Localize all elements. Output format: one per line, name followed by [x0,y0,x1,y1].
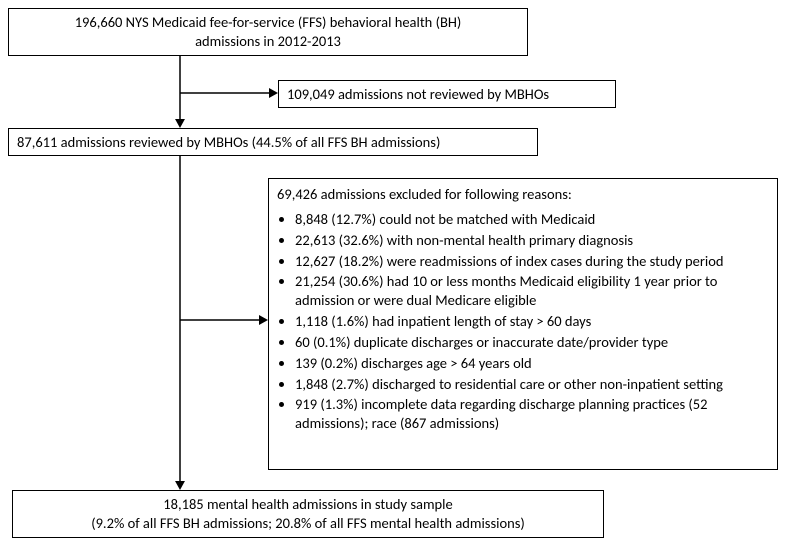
exclusion-item: 919 (1.3%) incomplete data regarding dis… [295,395,769,433]
node-exclusions-header: 69,426 admissions excluded for following… [277,185,769,204]
exclusion-item: 60 (0.1%) duplicate discharges or inaccu… [295,333,769,352]
exclusion-item: 1,848 (2.7%) discharged to residential c… [295,375,769,394]
node-exclusions: 69,426 admissions excluded for following… [268,178,778,470]
exclusions-list: 8,848 (12.7%) could not be matched with … [295,210,769,433]
node-total-admissions-line1: 196,660 NYS Medicaid fee-for-service (FF… [75,13,462,31]
node-reviewed: 87,611 admissions reviewed by MBHOs (44.… [8,128,538,156]
exclusion-item: 1,118 (1.6%) had inpatient length of sta… [295,312,769,331]
exclusion-item: 22,613 (32.6%) with non-mental health pr… [295,231,769,250]
node-reviewed-text: 87,611 admissions reviewed by MBHOs (44.… [17,133,440,151]
exclusion-item: 21,254 (30.6%) had 10 or less months Med… [295,272,769,310]
node-total-admissions-line2: admissions in 2012-2013 [195,32,341,50]
node-study-sample-line1: 18,185 mental health admissions in study… [163,495,452,513]
flowchart-canvas: 196,660 NYS Medicaid fee-for-service (FF… [0,0,800,547]
node-total-admissions: 196,660 NYS Medicaid fee-for-service (FF… [8,8,528,56]
node-study-sample: 18,185 mental health admissions in study… [12,490,604,538]
exclusion-item: 139 (0.2%) discharges age > 64 years old [295,354,769,373]
exclusion-item: 12,627 (18.2%) were readmissions of inde… [295,252,769,271]
exclusion-item: 8,848 (12.7%) could not be matched with … [295,210,769,229]
node-not-reviewed: 109,049 admissions not reviewed by MBHOs [278,80,616,108]
node-study-sample-line2: (9.2% of all FFS BH admissions; 20.8% of… [91,514,525,532]
node-not-reviewed-text: 109,049 admissions not reviewed by MBHOs [287,85,549,103]
